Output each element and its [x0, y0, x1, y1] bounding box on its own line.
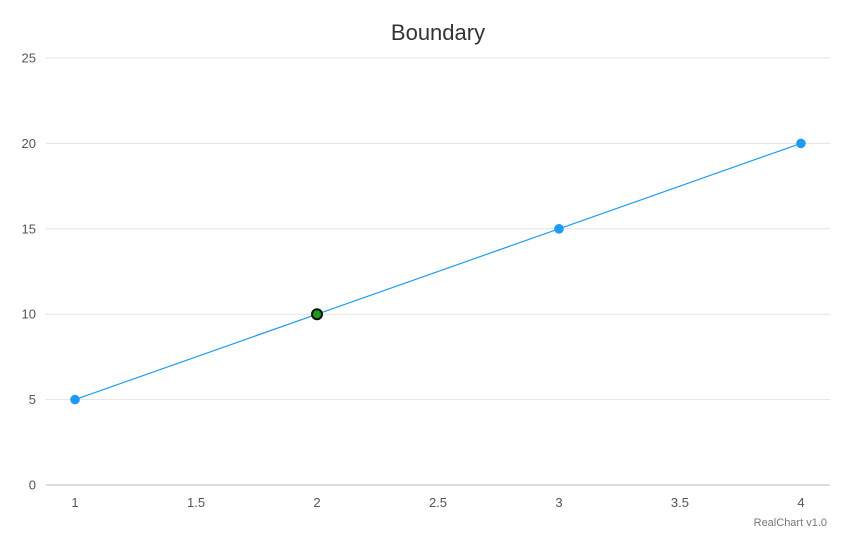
data-point	[70, 394, 80, 405]
x-tick-label: 2.5	[429, 495, 447, 510]
x-axis-ticks: 1 1.5 2 2.5 3 3.5 4	[71, 495, 804, 510]
chart-credit: RealChart v1.0	[754, 517, 827, 529]
data-point	[796, 138, 806, 149]
y-axis-ticks: 0 5 10 15 20 25	[22, 51, 36, 493]
y-gridlines	[46, 57, 830, 401]
x-tick-label: 3	[555, 495, 562, 510]
x-tick-label: 4	[797, 495, 804, 510]
y-tick-label: 25	[22, 51, 36, 66]
x-tick-label: 1.5	[187, 495, 205, 510]
x-tick-label: 1	[71, 495, 78, 510]
y-tick-label: 15	[22, 221, 36, 236]
y-tick-label: 5	[29, 392, 36, 407]
y-tick-label: 10	[22, 307, 36, 322]
data-point	[554, 224, 564, 234]
y-tick-label: 0	[29, 478, 36, 493]
y-tick-label: 20	[22, 136, 36, 151]
series-line	[74, 142, 802, 401]
chart-title: Boundary	[391, 20, 485, 45]
series-group	[74, 142, 802, 401]
data-point-highlighted	[311, 308, 324, 321]
x-tick-label: 3.5	[671, 495, 689, 510]
data-points	[70, 138, 806, 405]
x-tick-label: 2	[313, 495, 320, 510]
